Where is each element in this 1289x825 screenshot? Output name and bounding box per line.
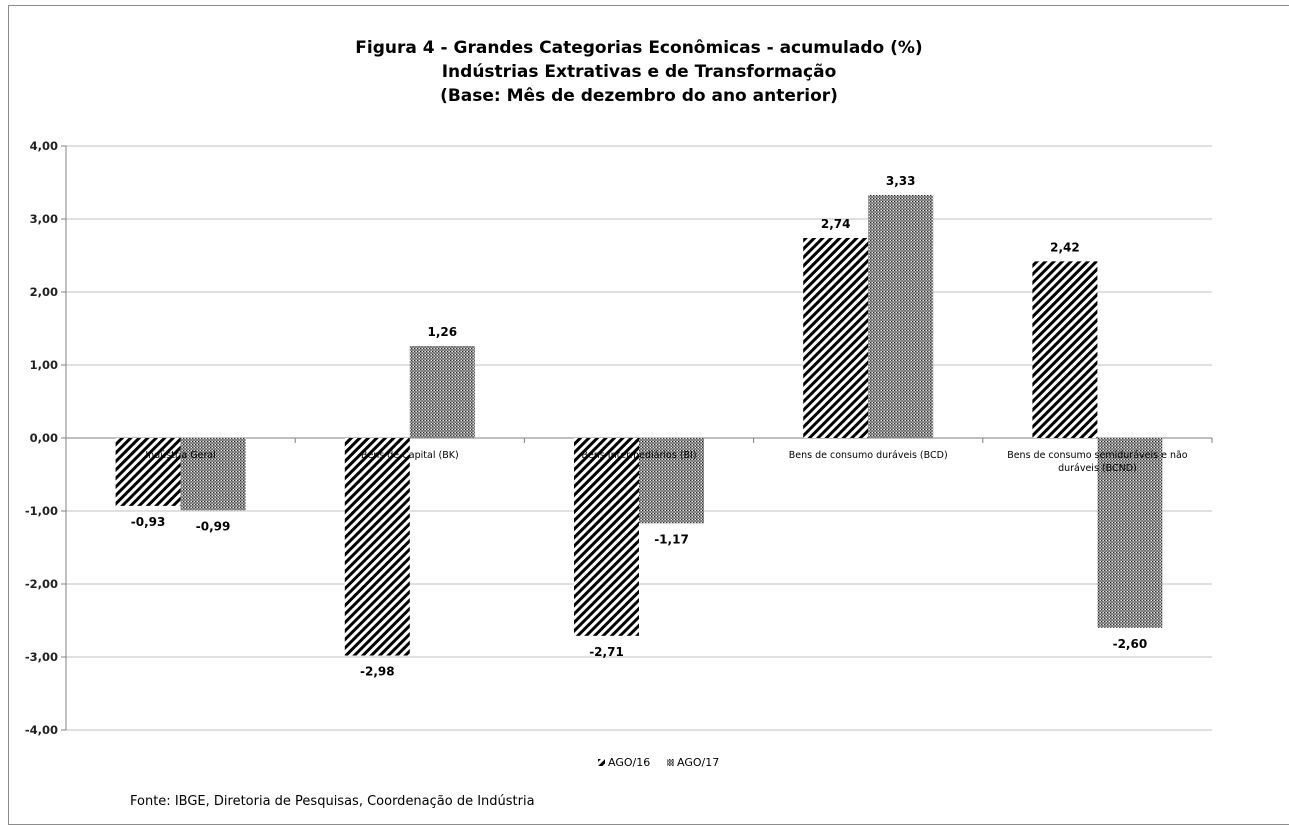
- bar-AGO/17-1: [180, 438, 246, 511]
- category-label: Bens de consumo duráveis (BCD): [789, 450, 948, 461]
- bar-chart: Figura 4 - Grandes Categorias Econômicas…: [25, 38, 1213, 769]
- y-tick-label: -2,00: [25, 577, 58, 591]
- chart-frame: Figura 4 - Grandes Categorias Econômicas…: [8, 5, 1289, 825]
- y-tick-label: 0,00: [30, 431, 58, 445]
- labels: -0,93 -0,99 Indústria Geral -2,98 1,26 Bens d…: [131, 174, 1188, 679]
- y-tick-label: 3,00: [30, 212, 58, 226]
- data-label: -2,60: [1113, 637, 1148, 651]
- data-label: 1,26: [427, 325, 457, 339]
- y-tick-label: 1,00: [30, 358, 58, 372]
- y-tick-label: -1,00: [25, 504, 58, 518]
- data-label: -0,99: [196, 519, 231, 533]
- legend-swatch: [667, 759, 674, 766]
- data-label: -0,93: [131, 515, 166, 529]
- data-label: -2,98: [360, 665, 395, 679]
- bar-AGO/17-3: [639, 438, 704, 524]
- bar-AGO/16-5: [1032, 261, 1098, 438]
- category-label: duráveis (BCND): [1058, 463, 1137, 474]
- bar-AGO/16-1: [115, 438, 181, 506]
- bar-AGO/16-3: [574, 438, 639, 636]
- y-tick-label: 2,00: [30, 285, 58, 299]
- bar-AGO/16-2: [344, 438, 410, 656]
- legend-label: AGO/16: [608, 756, 650, 769]
- bar-AGO/17-4: [868, 194, 934, 438]
- y-tick-label: 4,00: [30, 139, 58, 153]
- source-note: Fonte: IBGE, Diretoria de Pesquisas, Coo…: [130, 794, 535, 809]
- data-label: -1,17: [654, 532, 689, 546]
- y-tick-label: -3,00: [25, 650, 58, 664]
- bar-AGO/16-4: [803, 237, 869, 438]
- chart-title-line: (Base: Mês de dezembro do ano anterior): [440, 86, 838, 106]
- y-tick-label: -4,00: [25, 723, 58, 737]
- chart-title: Figura 4 - Grandes Categorias Econômicas…: [355, 38, 922, 106]
- bars: [115, 194, 1163, 656]
- data-label: -2,71: [589, 645, 624, 659]
- category-label: Bens de consumo semiduráveis e não: [1007, 450, 1188, 461]
- data-label: 3,33: [886, 174, 916, 188]
- chart-title-line: Figura 4 - Grandes Categorias Econômicas…: [355, 38, 922, 58]
- bar-AGO/17-2: [409, 346, 475, 438]
- bar-AGO/17-5: [1097, 438, 1163, 628]
- chart-title-line: Indústrias Extrativas e de Transformação: [442, 62, 837, 82]
- axes: 4,00 3,00 2,00 1,00 0,00 -1,00 -2,00 -3,00 -4,00: [25, 139, 1213, 737]
- category-label: Indústria Geral: [145, 450, 216, 461]
- data-label: 2,42: [1050, 240, 1080, 254]
- legend-label: AGO/17: [677, 756, 719, 769]
- data-label: 2,74: [821, 217, 851, 231]
- legend: AGO/16 AGO/17: [598, 756, 719, 769]
- legend-swatch: [598, 759, 605, 766]
- category-label: Bens de Capital (BK): [361, 450, 459, 461]
- category-label: Bens Intermediários (BI): [581, 450, 696, 461]
